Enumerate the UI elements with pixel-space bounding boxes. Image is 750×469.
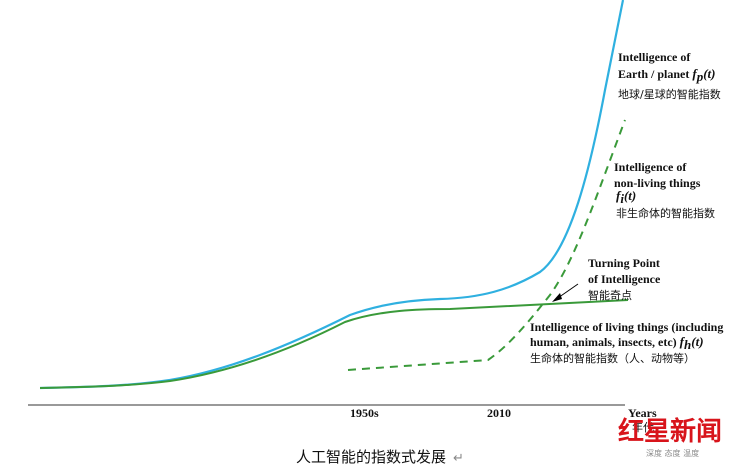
formula: (t) — [691, 334, 703, 349]
formula: p — [696, 69, 704, 84]
watermark-brand: 红星新闻 — [618, 416, 722, 447]
formula: (t) — [624, 188, 636, 203]
label: Intelligence of living things (including — [530, 320, 723, 334]
label-cn: 非生命体的智能指数 — [616, 206, 715, 220]
label: Earth / planet — [618, 67, 689, 81]
label: Earth / planet fp(t) — [618, 66, 715, 84]
living-curve — [39, 299, 629, 389]
label-cn: 地球/星球的智能指数 — [618, 87, 721, 101]
x-unit-cn: 年代 — [632, 420, 654, 434]
formula: (t) — [703, 66, 715, 81]
label: human, animals, insects, etc) fh(t) — [530, 334, 704, 352]
formula: h — [684, 337, 691, 352]
formula: f — [616, 188, 622, 203]
label-cn: 智能奇点 — [588, 288, 632, 302]
label: human, animals, insects, etc) — [530, 335, 677, 349]
label: Turning Point — [588, 256, 660, 270]
x-label: 1950s — [350, 406, 379, 420]
return-mark: ↵ — [453, 450, 464, 465]
formula: i — [620, 191, 624, 206]
watermark-slogan: 深度 态度 温度 — [646, 448, 699, 458]
label: fi(t) — [616, 188, 636, 206]
label-cn: 生命体的智能指数（人、动物等） — [530, 351, 695, 365]
arrow-head — [552, 293, 562, 302]
x-unit: Years — [628, 406, 657, 420]
label: of Intelligence — [588, 272, 661, 286]
formula: f — [680, 334, 686, 349]
label: Intelligence of — [618, 50, 691, 64]
label: non-living things — [614, 176, 701, 190]
nonliving-curve — [347, 119, 626, 371]
label: Intelligence of — [614, 160, 687, 174]
x-label: 2010 — [487, 406, 511, 420]
caption: 人工智能的指数式发展 — [296, 448, 446, 466]
formula: f — [692, 66, 698, 81]
